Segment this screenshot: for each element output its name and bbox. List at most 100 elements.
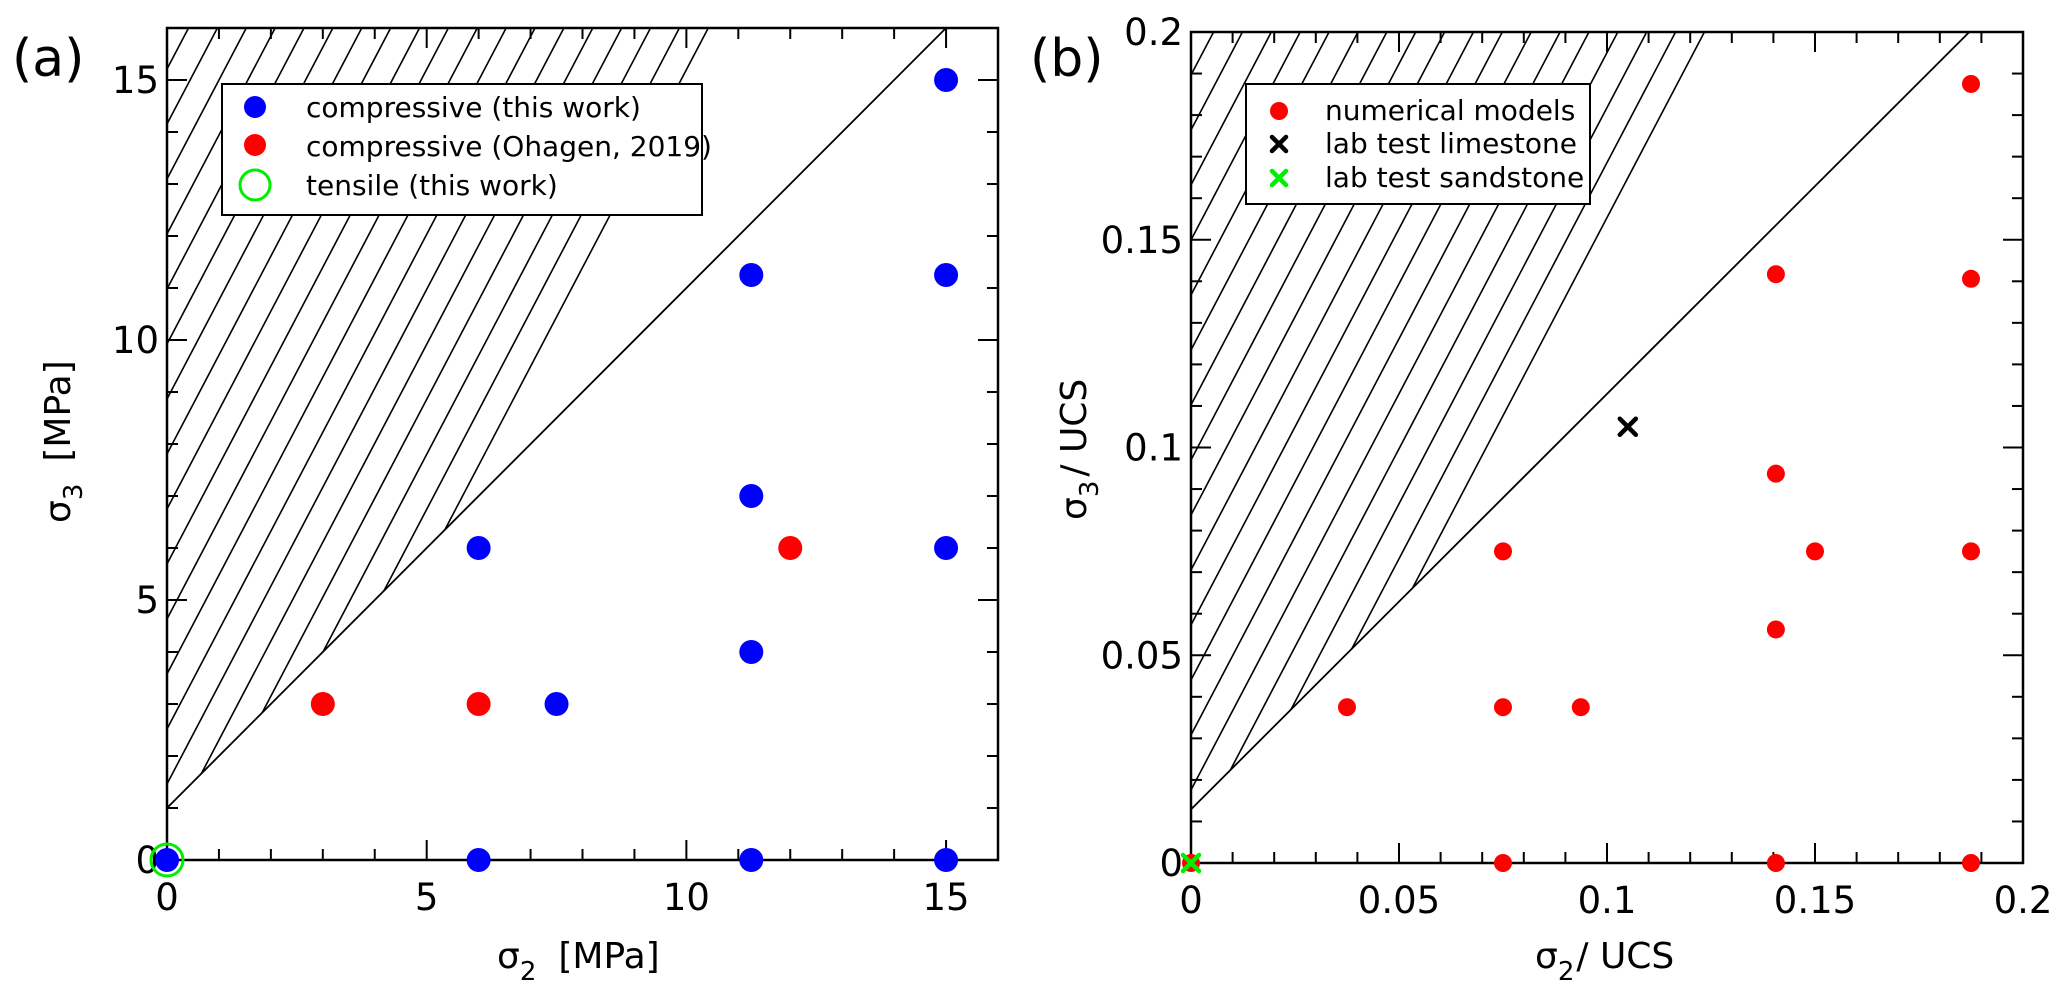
series-lab-test-limestone	[1617, 416, 1639, 437]
hatch-line	[167, 28, 947, 675]
x-tick-label: 15	[923, 876, 970, 919]
data-point	[1962, 74, 1980, 93]
panel-b-tick-labels: 0 0.05 0.1 0.15 0.2 0 0.05 0.1 0.15 0.2	[1101, 11, 2053, 922]
hatch-line	[167, 28, 947, 455]
data-point	[1766, 854, 1785, 872]
x-tick-label: 0.2	[1994, 879, 2053, 922]
data-point	[739, 263, 764, 287]
x-tick-label: 0.05	[1358, 879, 1440, 922]
hatch-line	[1191, 32, 1970, 736]
panel-a-legend: compressive (this work) compressive (Oha…	[221, 83, 712, 216]
x-axis-unit: / UCS	[1576, 936, 1674, 977]
hatch-line	[1191, 32, 1970, 810]
y-axis-unit: [MPa]	[38, 360, 79, 461]
data-point	[1571, 698, 1590, 717]
data-point	[1617, 416, 1639, 437]
data-point	[1806, 542, 1824, 561]
legend-label-numerical-models: numerical models	[1325, 94, 1575, 127]
series-lab-test-sandstone	[1180, 852, 1202, 874]
data-point	[739, 484, 764, 508]
legend-label-lab-test-limestone: lab test limestone	[1325, 127, 1577, 160]
panel-b-y-axis-title: σ3 / UCS	[1054, 379, 1105, 520]
hatch-line	[167, 28, 947, 808]
data-point	[155, 848, 179, 872]
series-compressive-this-work	[155, 68, 959, 872]
data-point	[739, 848, 764, 872]
hatch-line	[167, 28, 947, 730]
y-axis-symbol: σ	[38, 500, 79, 523]
data-point	[466, 536, 491, 560]
data-point	[739, 640, 764, 664]
x-icon	[1269, 134, 1289, 154]
panel-a-legend-box	[221, 83, 703, 216]
y-axis-subscript: 3	[59, 484, 89, 501]
data-point	[1494, 542, 1512, 561]
data-point	[149, 842, 185, 878]
panel-b-data-points	[1180, 74, 1980, 874]
x-tick-label: 0.1	[1578, 879, 1637, 922]
panel-a-data-points	[149, 68, 959, 878]
hatch-line	[167, 28, 947, 70]
panel-b-legend: numerical models lab test limestone lab …	[1245, 83, 1591, 205]
legend-label-compressive-this-work: compressive (this work)	[306, 91, 641, 124]
hatch-line	[1191, 32, 1970, 76]
hatch-line	[1191, 32, 1970, 626]
data-point	[934, 68, 959, 92]
y-axis-symbol: σ	[1054, 497, 1095, 520]
panel-b-legend-box	[1245, 83, 1591, 205]
data-point	[934, 848, 959, 872]
hatch-line	[167, 28, 947, 808]
hatch-line	[167, 28, 947, 785]
hatch-line	[1191, 32, 1970, 516]
hatch-line	[1191, 0, 2067, 20]
data-point	[1766, 464, 1785, 483]
panel-b-x-axis-title: σ2/ UCS	[1535, 936, 1674, 987]
y-axis-unit: / UCS	[1054, 379, 1095, 477]
legend-label-lab-test-sandstone: lab test sandstone	[1325, 161, 1584, 194]
data-point	[1338, 698, 1356, 717]
panel-a-label: (a)	[12, 29, 84, 89]
data-point	[1766, 620, 1785, 639]
legend-marker-black-x	[1269, 134, 1289, 154]
data-point	[1962, 854, 1980, 872]
series-numerical-models	[1182, 74, 1980, 872]
x-tick-label: 5	[415, 876, 439, 919]
x-tick-label: 0.15	[1774, 879, 1856, 922]
hatch-line	[167, 28, 947, 510]
y-axis-subscript: 3	[1075, 481, 1105, 498]
data-point	[1180, 852, 1202, 874]
y-tick-label: 0.05	[1101, 634, 1183, 677]
y-tick-label: 15	[112, 59, 159, 102]
panel-b-ticks	[1190, 31, 2024, 864]
hatch-line	[167, 0, 1367, 14]
legend-label-compressive-ohagen: compressive (Ohagen, 2019)	[306, 130, 712, 163]
data-point	[544, 692, 569, 716]
x-axis-subscript: 2	[520, 957, 537, 987]
x-tick-label: 10	[663, 876, 710, 919]
panel-b-boundary-line-group	[1191, 32, 1970, 811]
panel-a-x-axis-title: σ2 [MPa]	[497, 936, 660, 987]
x-icon	[1269, 168, 1289, 188]
data-point	[466, 692, 491, 716]
x-tick-label: 0	[1179, 879, 1203, 922]
hatch-line	[1191, 32, 1970, 810]
x-axis-symbol: σ	[497, 936, 520, 977]
x-axis-subscript: 2	[1558, 957, 1575, 987]
boundary-line	[1191, 32, 1970, 811]
series-tensile-this-work	[149, 842, 185, 878]
legend-label-tensile-this-work: tensile (this work)	[306, 169, 558, 202]
panel-b-label: (b)	[1030, 29, 1104, 89]
y-tick-label: 0.2	[1124, 11, 1183, 54]
y-tick-label: 10	[112, 319, 159, 362]
y-tick-label: 0.1	[1124, 427, 1183, 470]
legend-marker-blue-circle	[244, 96, 266, 118]
hatch-line	[1191, 32, 1970, 461]
legend-marker-green-x	[1269, 168, 1289, 188]
data-point	[934, 536, 959, 560]
y-tick-label: 0	[1159, 842, 1183, 885]
x-tick-label: 0	[155, 876, 179, 919]
y-tick-label: 5	[135, 579, 159, 622]
hatch-line	[167, 28, 947, 620]
